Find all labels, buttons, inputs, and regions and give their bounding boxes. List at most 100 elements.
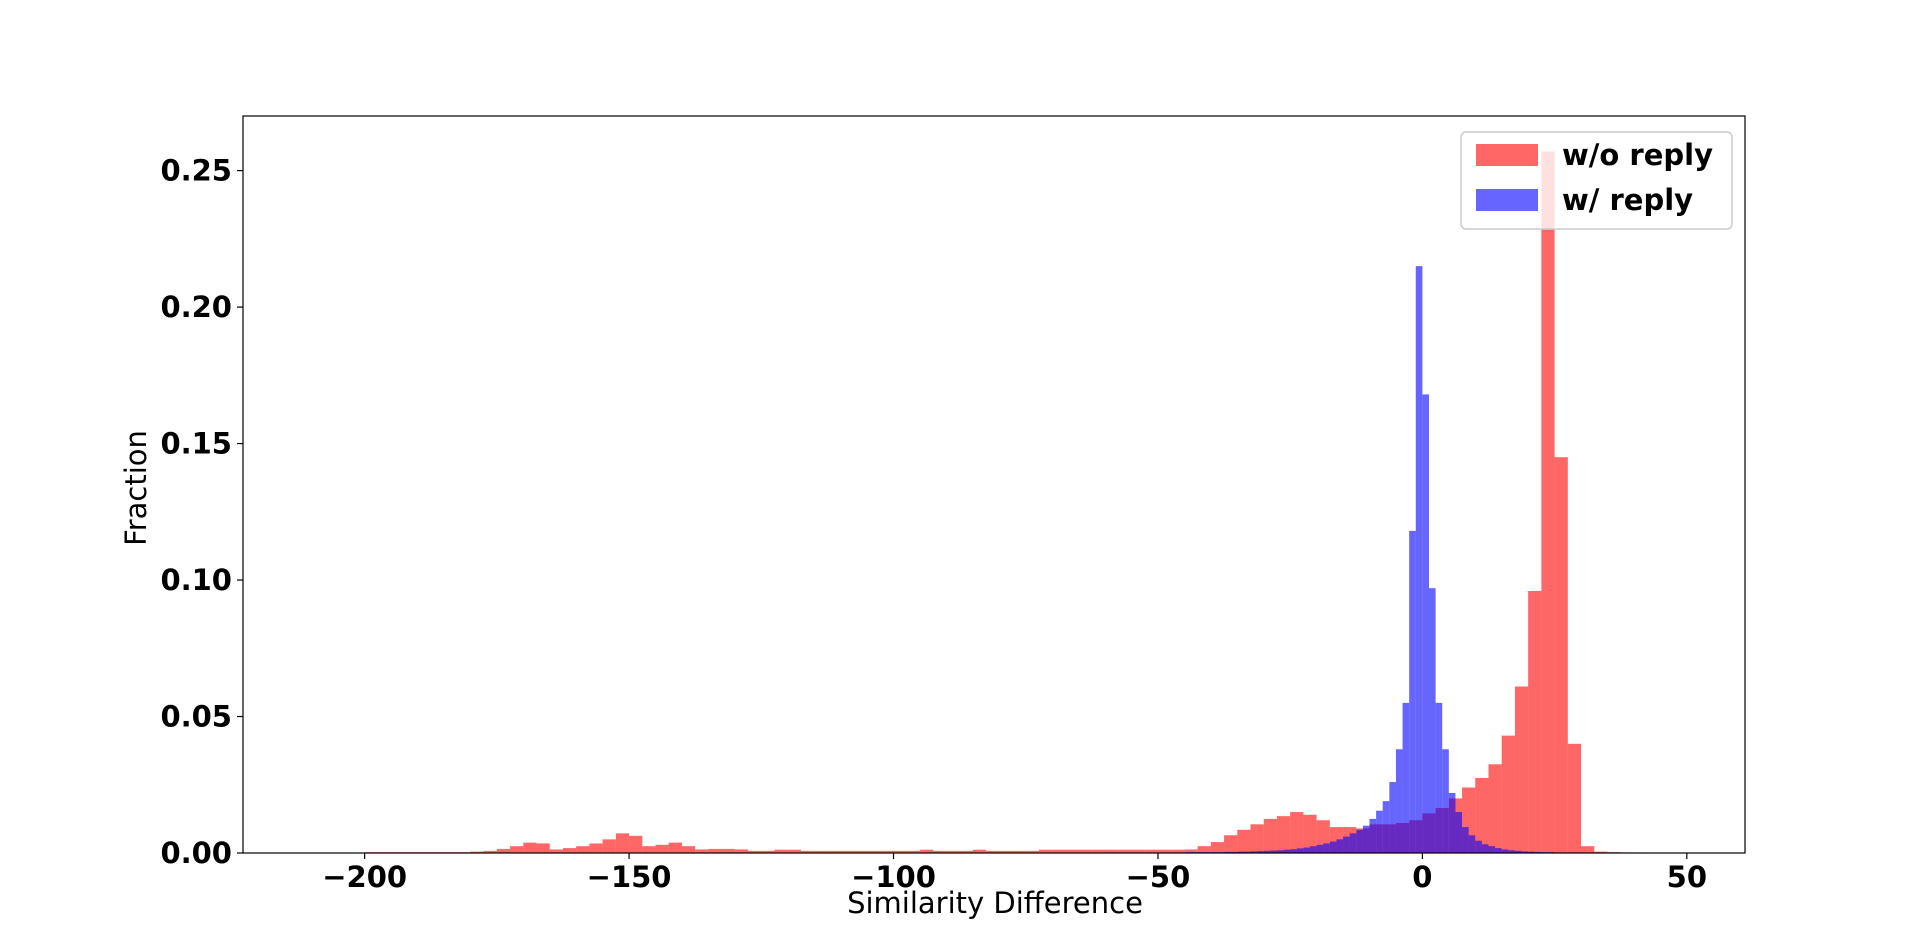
histogram-bar (1276, 850, 1284, 853)
y-tick-label: 0.25 (160, 154, 232, 188)
plot-frame (242, 115, 1746, 854)
histogram-bar (919, 849, 934, 853)
histogram-bar (1448, 792, 1456, 853)
histogram-bar (1237, 851, 1244, 853)
histogram-bar (986, 850, 1000, 853)
legend-swatch-wo-reply (1476, 144, 1538, 166)
histogram-bar (1567, 743, 1582, 853)
histogram-bar (1270, 850, 1277, 853)
histogram-bar (1310, 846, 1317, 853)
x-tick-label: 0 (1412, 860, 1432, 894)
histogram-bar (1263, 850, 1271, 853)
histogram-bar (933, 850, 947, 853)
x-tick-label: −200 (322, 860, 407, 894)
histogram-bar (1349, 833, 1357, 853)
histogram-bar (1171, 849, 1185, 853)
histogram-bar (1303, 847, 1310, 853)
histogram-bar (959, 850, 973, 853)
histogram-bar (602, 839, 616, 853)
y-tick-label: 0.20 (160, 290, 232, 324)
histogram-bar (510, 846, 524, 853)
histogram-bar (1065, 849, 1079, 853)
histogram-bar (1091, 849, 1106, 853)
histogram-bar (1376, 810, 1383, 853)
histogram-bar (1541, 151, 1555, 854)
histogram-bar (1257, 851, 1264, 853)
histogram-bar (1118, 849, 1132, 853)
histogram-bar (1243, 851, 1251, 853)
histogram-bar (1429, 588, 1436, 853)
histogram-bar (549, 849, 563, 853)
series-w-reply (1105, 266, 1634, 853)
histogram-bar (1323, 843, 1330, 853)
histogram-bar (1290, 812, 1304, 853)
y-axis-title: Fraction (119, 430, 153, 546)
histogram-bar (1184, 849, 1198, 853)
series-wo-reply (364, 151, 1648, 854)
histogram-bar (576, 846, 590, 853)
histogram-bar (668, 842, 682, 853)
histogram-bar (1528, 851, 1535, 853)
histogram-bar (536, 843, 550, 853)
histogram-bar (721, 848, 735, 853)
histogram-bar (1157, 849, 1172, 853)
histogram-bar (1481, 844, 1489, 853)
y-tick-label: 0.05 (160, 700, 232, 734)
histogram-bar (1237, 829, 1251, 853)
histogram-bar (1263, 818, 1277, 853)
histogram-bar (655, 844, 669, 853)
histogram-bar (1276, 816, 1291, 853)
histogram-bar (681, 846, 696, 853)
histogram-bar (1250, 824, 1264, 853)
histogram-bar (496, 848, 511, 853)
histogram-bar (853, 850, 868, 853)
y-tick-label: 0.00 (160, 836, 232, 870)
histogram-bar (1052, 849, 1066, 853)
histogram-bar (1435, 702, 1443, 853)
legend-swatch-w-reply (1476, 189, 1538, 211)
histogram-bar (1488, 846, 1496, 853)
histogram-bar (787, 849, 801, 853)
histogram-bar (1468, 835, 1476, 853)
histogram-bar (1025, 850, 1039, 853)
histogram-bar (1475, 777, 1489, 853)
histogram-bar (642, 846, 656, 853)
histogram-bar (1455, 812, 1463, 853)
histogram-bar (827, 850, 841, 853)
histogram-bar (946, 850, 960, 853)
histogram-bar (562, 848, 577, 853)
histogram-bar (1329, 841, 1337, 853)
histogram-bar (1395, 749, 1403, 853)
histogram-bar (695, 849, 709, 853)
x-tick-label: −100 (851, 860, 936, 894)
histogram-bar (1012, 850, 1026, 853)
y-tick-label: 0.15 (160, 427, 232, 461)
histogram-bar (1296, 848, 1304, 853)
histogram-bar (1290, 849, 1297, 853)
histogram-bar (1521, 851, 1529, 853)
histogram-bar (1362, 825, 1370, 853)
legend-label-wo-reply: w/o reply (1562, 138, 1713, 172)
histogram-bar (1508, 850, 1515, 853)
histogram-bar (1581, 846, 1595, 853)
histogram-bar (1495, 848, 1502, 853)
histogram-bar (1038, 849, 1053, 853)
histogram-bar (1422, 394, 1429, 853)
histogram-bar (1283, 849, 1291, 853)
histogram-bar (1389, 782, 1396, 853)
y-tick-label: 0.10 (160, 563, 232, 597)
histogram-bar (1343, 836, 1350, 853)
histogram-bar (1554, 457, 1568, 853)
histogram-bar (1303, 814, 1317, 853)
histogram-bar (1514, 850, 1522, 853)
histogram-bar (761, 850, 775, 853)
histogram-bar (1369, 818, 1377, 853)
axes-layer: −200 −150 −100 −50 0 50 0.00 0.05 0.10 0.15 0.20 0.… (160, 115, 1746, 894)
histogram-bar (734, 849, 749, 853)
x-tick-label: −50 (1126, 860, 1191, 894)
histogram-bar (999, 850, 1013, 853)
histogram-bar (1144, 849, 1158, 853)
histogram-bar (1501, 849, 1509, 853)
legend: w/o reply w/ reply (1460, 131, 1733, 230)
histogram-bar (893, 850, 907, 853)
